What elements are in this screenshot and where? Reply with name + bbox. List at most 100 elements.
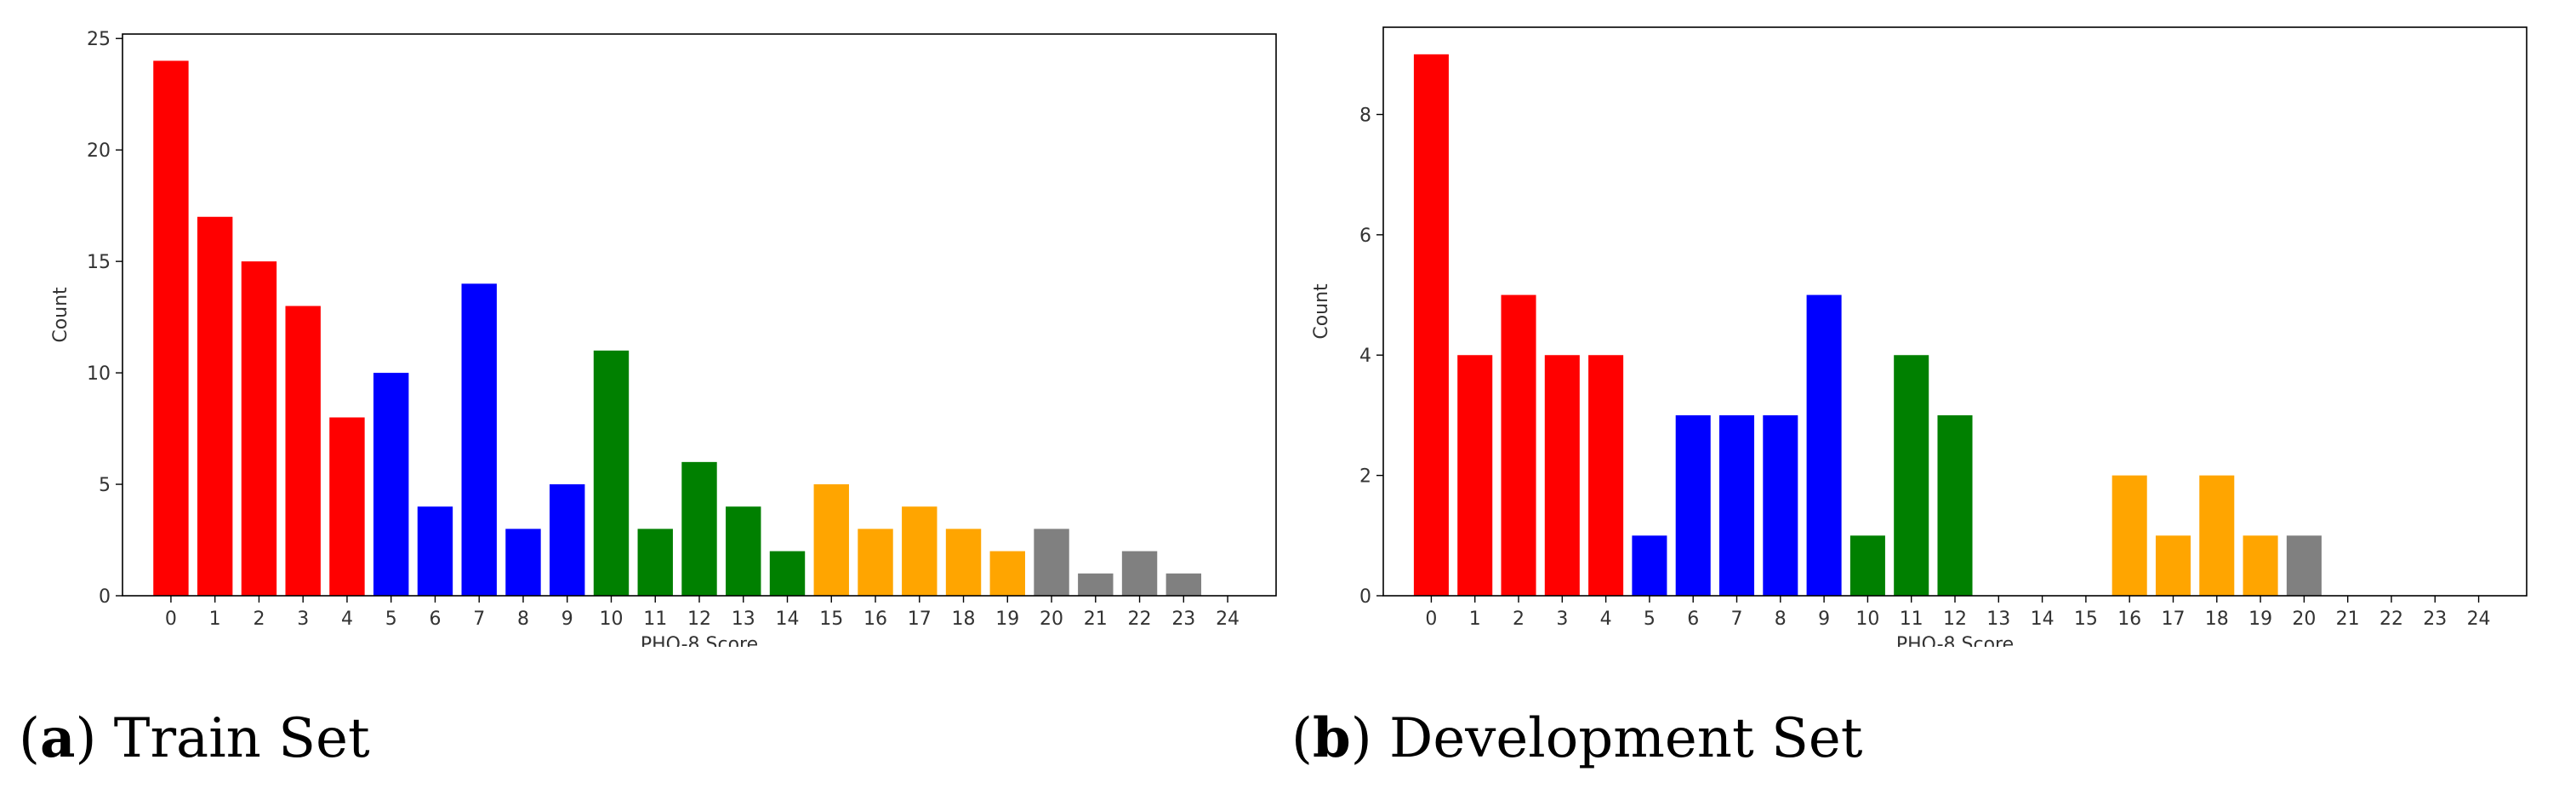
bar-b-18 (2199, 475, 2235, 596)
x-tick-label-a-0: 0 (165, 609, 177, 630)
x-tick-label-a-23: 23 (1171, 609, 1195, 630)
bar-a-18 (945, 529, 982, 596)
bar-a-22 (1121, 551, 1158, 596)
caption-b-text: Development Set (1389, 707, 1863, 770)
bar-a-20 (1034, 529, 1069, 596)
bar-b-2 (1501, 294, 1536, 596)
y-tick-label-a-5: 5 (99, 475, 111, 496)
x-tick-label-b-5: 5 (1644, 609, 1656, 630)
bar-b-20 (2286, 535, 2322, 596)
x-tick-label-b-24: 24 (2467, 609, 2491, 630)
x-tick-label-b-14: 14 (2031, 609, 2055, 630)
bar-b-12 (1937, 414, 1973, 596)
bar-a-2 (241, 261, 277, 596)
bar-a-13 (726, 506, 761, 596)
y-tick-label-b-8: 8 (1359, 105, 1371, 126)
x-tick-label-b-16: 16 (2117, 609, 2141, 630)
bar-b-9 (1806, 294, 1842, 596)
bar-a-9 (550, 484, 585, 596)
y-axis-label-a: Count (50, 287, 71, 343)
bar-b-0 (1413, 54, 1449, 597)
bar-a-19 (989, 551, 1025, 596)
x-tick-label-b-7: 7 (1731, 609, 1743, 630)
bar-b-8 (1763, 414, 1798, 596)
x-tick-label-b-17: 17 (2161, 609, 2185, 630)
bar-a-15 (813, 484, 849, 596)
x-tick-label-b-9: 9 (1818, 609, 1830, 630)
x-tick-label-a-22: 22 (1128, 609, 1152, 630)
bar-b-3 (1544, 355, 1580, 596)
x-tick-label-b-3: 3 (1556, 609, 1568, 630)
caption-b-tag: b (1312, 706, 1351, 770)
x-tick-label-a-18: 18 (952, 609, 976, 630)
bar-a-4 (329, 417, 365, 596)
y-tick-label-b-4: 4 (1359, 346, 1371, 367)
bar-b-5 (1632, 535, 1667, 596)
bar-b-7 (1718, 414, 1755, 596)
x-axis-label-b: PHQ-8 Score (1896, 634, 2014, 647)
y-tick-label-a-15: 15 (87, 252, 111, 273)
x-tick-label-a-11: 11 (643, 609, 667, 630)
y-tick-label-a-25: 25 (87, 29, 111, 50)
y-axis-label-b: Count (1311, 283, 1332, 340)
caption-a-tag: a (39, 706, 76, 770)
x-axis-label-a: PHQ-8 Score (641, 634, 758, 647)
x-tick-label-a-5: 5 (385, 609, 397, 630)
bar-b-17 (2155, 535, 2191, 596)
bar-a-10 (593, 350, 630, 596)
x-tick-label-b-20: 20 (2292, 609, 2316, 630)
bar-a-23 (1165, 573, 1202, 596)
x-tick-label-b-21: 21 (2336, 609, 2360, 630)
bar-b-4 (1588, 355, 1624, 596)
x-tick-label-a-16: 16 (863, 609, 887, 630)
y-tick-label-a-0: 0 (99, 586, 111, 608)
x-tick-label-a-20: 20 (1040, 609, 1063, 630)
x-tick-label-a-7: 7 (473, 609, 485, 630)
x-tick-label-a-3: 3 (297, 609, 309, 630)
x-tick-label-b-4: 4 (1600, 609, 1612, 630)
x-tick-label-b-18: 18 (2205, 609, 2229, 630)
bar-a-3 (285, 306, 321, 596)
x-tick-label-b-6: 6 (1687, 609, 1699, 630)
bar-a-14 (769, 551, 806, 596)
x-tick-label-b-15: 15 (2074, 609, 2098, 630)
bar-a-8 (505, 529, 541, 596)
bar-b-6 (1675, 414, 1711, 596)
bar-a-17 (902, 506, 938, 596)
bar-b-11 (1894, 355, 1929, 596)
x-tick-label-a-15: 15 (819, 609, 843, 630)
x-tick-label-a-14: 14 (776, 609, 800, 630)
bar-a-6 (417, 506, 453, 596)
bar-a-16 (858, 529, 893, 596)
bar-a-0 (153, 60, 189, 596)
development-set-chart: 0 1 2 3 4 5 6 7 8 9 10 11 12 13 14 15 16 17 18 19 20 21 22 23 24… (1311, 26, 2528, 647)
bar-b-10 (1849, 535, 1885, 596)
bar-b-1 (1457, 355, 1493, 596)
bar-a-1 (197, 216, 233, 596)
bar-a-7 (461, 283, 497, 596)
x-tick-label-a-10: 10 (599, 609, 623, 630)
bar-a-12 (681, 461, 717, 596)
x-tick-label-a-4: 4 (341, 609, 353, 630)
x-tick-label-b-10: 10 (1855, 609, 1879, 630)
bar-a-11 (637, 529, 673, 596)
y-tick-label-b-2: 2 (1359, 466, 1371, 488)
bar-b-19 (2243, 535, 2278, 596)
caption-a-text: Train Set (113, 707, 370, 770)
x-tick-label-b-23: 23 (2423, 609, 2447, 630)
x-tick-label-b-2: 2 (1513, 609, 1525, 630)
x-tick-label-b-0: 0 (1425, 609, 1437, 630)
x-tick-label-b-22: 22 (2379, 609, 2403, 630)
x-tick-label-a-2: 2 (253, 609, 265, 630)
y-tick-label-a-20: 20 (87, 140, 111, 162)
caption-a: (a) Train Set (19, 706, 370, 770)
caption-b: (b) Development Set (1291, 706, 1863, 770)
x-tick-label-a-19: 19 (995, 609, 1019, 630)
x-tick-label-a-9: 9 (561, 609, 573, 630)
train-set-chart: 0 1 2 3 4 5 6 7 8 9 10 11 12 13 14 15 16 17 18 19 20 21 22 23 24… (50, 29, 1277, 647)
x-tick-label-a-1: 1 (209, 609, 221, 630)
x-tick-label-a-6: 6 (429, 609, 441, 630)
y-tick-label-a-10: 10 (87, 363, 111, 385)
bar-a-5 (373, 373, 409, 596)
x-tick-label-a-12: 12 (687, 609, 711, 630)
